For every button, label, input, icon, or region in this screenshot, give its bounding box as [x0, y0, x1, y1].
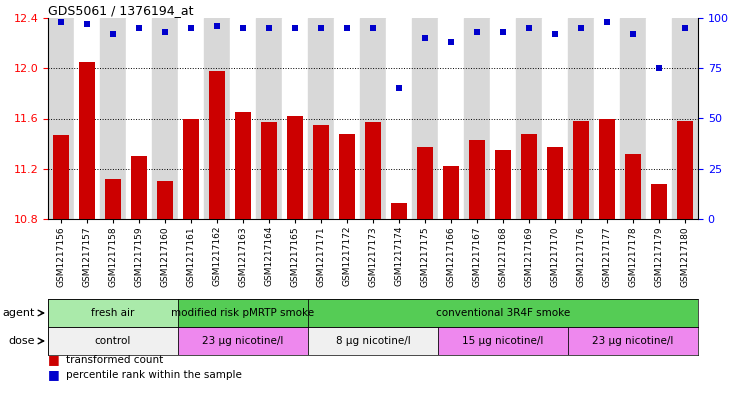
- Text: percentile rank within the sample: percentile rank within the sample: [66, 370, 242, 380]
- Bar: [672, 18, 698, 219]
- Bar: [230, 18, 256, 219]
- Point: [497, 29, 509, 35]
- Text: conventional 3R4F smoke: conventional 3R4F smoke: [436, 308, 570, 318]
- Bar: [287, 116, 303, 219]
- Text: modified risk pMRTP smoke: modified risk pMRTP smoke: [171, 308, 314, 318]
- Bar: [417, 147, 432, 219]
- Bar: [438, 327, 568, 355]
- Bar: [391, 203, 407, 219]
- Point: [289, 25, 301, 31]
- Bar: [568, 18, 594, 219]
- Bar: [100, 18, 126, 219]
- Bar: [495, 150, 511, 219]
- Bar: [646, 18, 672, 219]
- Bar: [625, 154, 641, 219]
- Bar: [256, 18, 282, 219]
- Point: [445, 39, 457, 45]
- Bar: [178, 299, 308, 327]
- Text: fresh air: fresh air: [92, 308, 135, 318]
- Point: [653, 65, 665, 72]
- Bar: [183, 119, 199, 219]
- Bar: [599, 119, 615, 219]
- Bar: [334, 18, 360, 219]
- Bar: [106, 179, 121, 219]
- Bar: [308, 18, 334, 219]
- Text: agent: agent: [3, 308, 35, 318]
- Bar: [79, 62, 94, 219]
- Bar: [438, 18, 464, 219]
- Bar: [152, 18, 178, 219]
- Bar: [568, 327, 698, 355]
- Bar: [651, 184, 667, 219]
- Point: [471, 29, 483, 35]
- Point: [627, 31, 639, 37]
- Text: transformed count: transformed count: [66, 355, 164, 365]
- Bar: [521, 134, 537, 219]
- Bar: [444, 166, 459, 219]
- Point: [55, 19, 67, 25]
- Bar: [360, 18, 386, 219]
- Point: [523, 25, 535, 31]
- Point: [237, 25, 249, 31]
- Bar: [339, 134, 355, 219]
- Bar: [542, 18, 568, 219]
- Bar: [131, 156, 147, 219]
- Bar: [235, 112, 251, 219]
- Bar: [469, 140, 485, 219]
- Bar: [386, 18, 412, 219]
- Bar: [157, 181, 173, 219]
- Bar: [308, 327, 438, 355]
- Point: [81, 21, 93, 27]
- Bar: [412, 18, 438, 219]
- Point: [341, 25, 353, 31]
- Bar: [547, 147, 563, 219]
- Bar: [261, 122, 277, 219]
- Point: [159, 29, 171, 35]
- Point: [133, 25, 145, 31]
- Bar: [53, 135, 69, 219]
- Text: ■: ■: [48, 369, 60, 382]
- Point: [367, 25, 379, 31]
- Bar: [48, 327, 178, 355]
- Text: 15 μg nicotine/l: 15 μg nicotine/l: [462, 336, 544, 346]
- Bar: [178, 327, 308, 355]
- Text: 8 μg nicotine/l: 8 μg nicotine/l: [336, 336, 410, 346]
- Text: 23 μg nicotine/l: 23 μg nicotine/l: [593, 336, 674, 346]
- Point: [315, 25, 327, 31]
- Text: GDS5061 / 1376194_at: GDS5061 / 1376194_at: [48, 4, 193, 17]
- Point: [263, 25, 275, 31]
- Bar: [204, 18, 230, 219]
- Point: [679, 25, 691, 31]
- Bar: [490, 18, 516, 219]
- Point: [185, 25, 197, 31]
- Point: [211, 23, 223, 29]
- Bar: [620, 18, 646, 219]
- Bar: [594, 18, 620, 219]
- Bar: [126, 18, 152, 219]
- Text: control: control: [94, 336, 131, 346]
- Bar: [178, 18, 204, 219]
- Text: dose: dose: [9, 336, 35, 346]
- Point: [575, 25, 587, 31]
- Bar: [74, 18, 100, 219]
- Text: ■: ■: [48, 353, 60, 367]
- Point: [549, 31, 561, 37]
- Bar: [313, 125, 329, 219]
- Bar: [48, 299, 178, 327]
- Bar: [516, 18, 542, 219]
- Point: [107, 31, 119, 37]
- Bar: [365, 122, 381, 219]
- Bar: [209, 71, 225, 219]
- Bar: [464, 18, 490, 219]
- Bar: [308, 299, 698, 327]
- Bar: [573, 121, 589, 219]
- Point: [393, 85, 405, 92]
- Point: [419, 35, 431, 41]
- Point: [601, 19, 613, 25]
- Text: 23 μg nicotine/l: 23 μg nicotine/l: [202, 336, 283, 346]
- Bar: [677, 121, 693, 219]
- Bar: [48, 18, 74, 219]
- Bar: [282, 18, 308, 219]
